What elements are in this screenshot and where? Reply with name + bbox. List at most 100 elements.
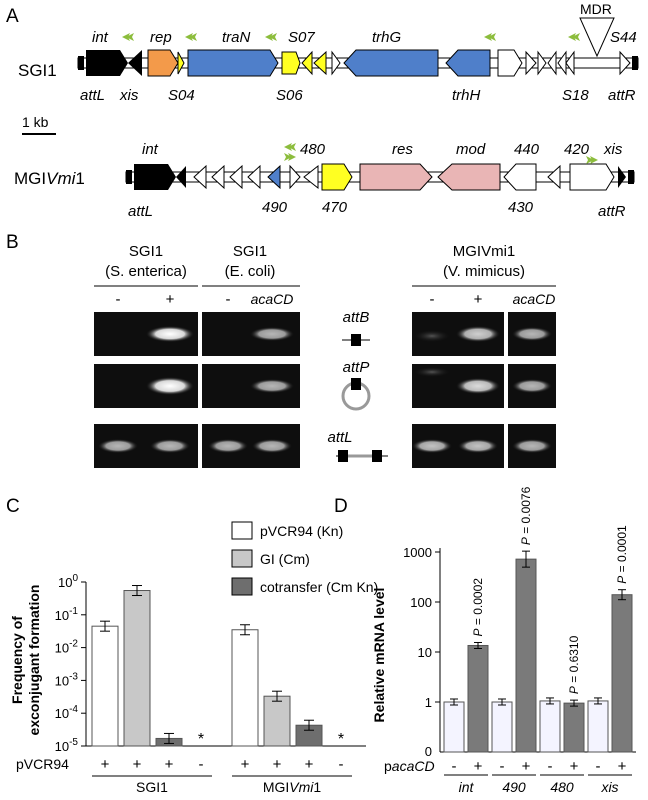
panel-b-label: B <box>6 232 19 253</box>
svg-text:-: - <box>430 291 435 308</box>
panel-d-category-label: int <box>459 779 475 795</box>
panel-c-label: C <box>6 496 20 517</box>
svg-text:-: - <box>116 291 121 308</box>
svg-text:MGIVmi1: MGIVmi1 <box>453 243 516 260</box>
svg-text:S06: S06 <box>276 87 303 104</box>
gel-row-labels: attB attP attL <box>327 309 388 462</box>
svg-text:S44: S44 <box>610 29 637 46</box>
panel-c-tick-label: 10-1 <box>55 606 79 623</box>
sgi1-s06-gene <box>281 51 301 75</box>
svg-text:trhG: trhG <box>372 29 402 46</box>
svg-text:MDR: MDR <box>580 1 612 17</box>
svg-text:pVCR94 (Kn): pVCR94 (Kn) <box>260 523 343 539</box>
panel-d-category-label: 490 <box>502 779 526 795</box>
sgi1-s07a-gene <box>301 50 313 76</box>
svg-text:cotransfer (Cm Kn): cotransfer (Cm Kn) <box>260 579 378 595</box>
panel-c-bar-gi <box>263 695 291 747</box>
mgi-map: MGIVmi1 int 480 res mod 440 420 xis attL <box>14 141 635 220</box>
panel-d-bar <box>563 702 585 753</box>
sgi1-primer-icons <box>122 33 580 41</box>
svg-text:S18: S18 <box>562 87 589 104</box>
svg-text:attR: attR <box>608 87 636 104</box>
panel-d-label: D <box>334 496 348 517</box>
svg-text:attB: attB <box>343 309 370 326</box>
panel-d-lane-sign: + <box>570 758 579 775</box>
panel-d-ylabel: Relative mRNA level <box>371 588 387 723</box>
svg-text:-: - <box>226 291 231 308</box>
panel-c-bar-pvcr94 <box>231 629 259 747</box>
panel-c-ylabel: Frequency ofexconjugant formation <box>9 585 42 736</box>
panel-d-bar <box>467 644 489 753</box>
svg-text:attR: attR <box>598 203 626 220</box>
svg-text:mod: mod <box>456 141 486 158</box>
sgi1-map: SGI1 int rep traN S <box>18 1 639 104</box>
sgi1-rep-gene <box>147 49 179 77</box>
panel-c-row-label: pVCR94 <box>16 756 69 772</box>
sgi1-mdr-marker <box>579 17 615 58</box>
panel-c-tick-label: 10-4 <box>55 704 79 721</box>
panel-d-tick-label: 10 <box>418 645 432 660</box>
svg-text:acaCD: acaCD <box>251 291 294 307</box>
panel-c-lane-sign: + <box>133 756 142 773</box>
mgi-470-gene <box>321 163 353 191</box>
svg-text:int: int <box>92 29 109 46</box>
panel-c-lane-sign: + <box>101 756 110 773</box>
sgi1-int-gene <box>86 50 128 76</box>
panel-c-lane-sign: + <box>241 756 250 773</box>
svg-text:acaCD: acaCD <box>513 291 556 307</box>
svg-text:(V. mimicus): (V. mimicus) <box>443 263 525 280</box>
svg-text:trhH: trhH <box>452 87 481 104</box>
svg-text:(E. coli): (E. coli) <box>225 263 276 280</box>
svg-text:res: res <box>392 141 413 158</box>
svg-text:420: 420 <box>564 141 590 158</box>
gel-images <box>94 312 556 468</box>
svg-text:attL: attL <box>80 87 105 104</box>
svg-text:rep: rep <box>150 29 172 46</box>
mgi-490-gene <box>267 164 281 190</box>
panel-d-tick-label: 1000 <box>403 545 432 560</box>
svg-text:xis: xis <box>119 87 139 104</box>
panel-c-bar-gi <box>123 590 151 747</box>
svg-text:SGI1: SGI1 <box>129 243 163 260</box>
panel-d-lane-sign: + <box>474 758 483 775</box>
panel-d-category-label: 480 <box>550 779 574 795</box>
panel-c-lane-sign: + <box>273 756 282 773</box>
panel-d-bar <box>515 558 537 753</box>
panel-d-lane-sign: + <box>522 758 531 775</box>
panel-c-star: * <box>338 731 344 748</box>
svg-text:+: + <box>474 291 483 308</box>
svg-text:S07: S07 <box>288 29 315 46</box>
sgi1-attr-box <box>632 56 638 70</box>
svg-text:470: 470 <box>322 199 348 216</box>
panel-d-bar <box>491 701 513 753</box>
svg-text:430: 430 <box>508 199 534 216</box>
sgi1-tran-gene <box>187 49 279 77</box>
mgi-mod-gene <box>437 163 501 191</box>
panel-d-bar <box>443 701 465 753</box>
panel-d-lane-sign: - <box>596 758 601 775</box>
mgi-res-gene <box>359 163 433 191</box>
panel-d-lane-sign: - <box>452 758 457 775</box>
svg-text:attL: attL <box>327 429 352 446</box>
gel-headers: SGI1 (S. enterica) SGI1 (E. coli) MGIVmi… <box>94 243 556 308</box>
sgi1-name: SGI1 <box>18 61 57 80</box>
panel-d-pvalue: P = 0.0002 <box>471 578 485 637</box>
panel-c-lane-sign: + <box>165 756 174 773</box>
panel-c-group-label: MGIVmi1 <box>263 779 322 795</box>
panel-c-tick-label: 10-2 <box>55 639 79 656</box>
panel-d-pvalue: P = 0.0076 <box>519 486 533 545</box>
svg-text:attP: attP <box>343 359 370 376</box>
panel-c-tick-label: 100 <box>58 573 78 590</box>
svg-text:480: 480 <box>300 141 326 158</box>
panel-d-row-label: pacaCD <box>384 758 435 774</box>
svg-text:S04: S04 <box>168 87 195 104</box>
svg-text:440: 440 <box>514 141 540 158</box>
sgi1-s04-gene <box>177 51 185 75</box>
panel-d-lane-sign: - <box>500 758 505 775</box>
svg-text:SGI1: SGI1 <box>233 243 267 260</box>
panel-d-tick-label: 100 <box>410 595 432 610</box>
panel-d-pvalue: P = 0.6310 <box>567 635 581 694</box>
sgi1-trhh-gene <box>445 49 491 77</box>
